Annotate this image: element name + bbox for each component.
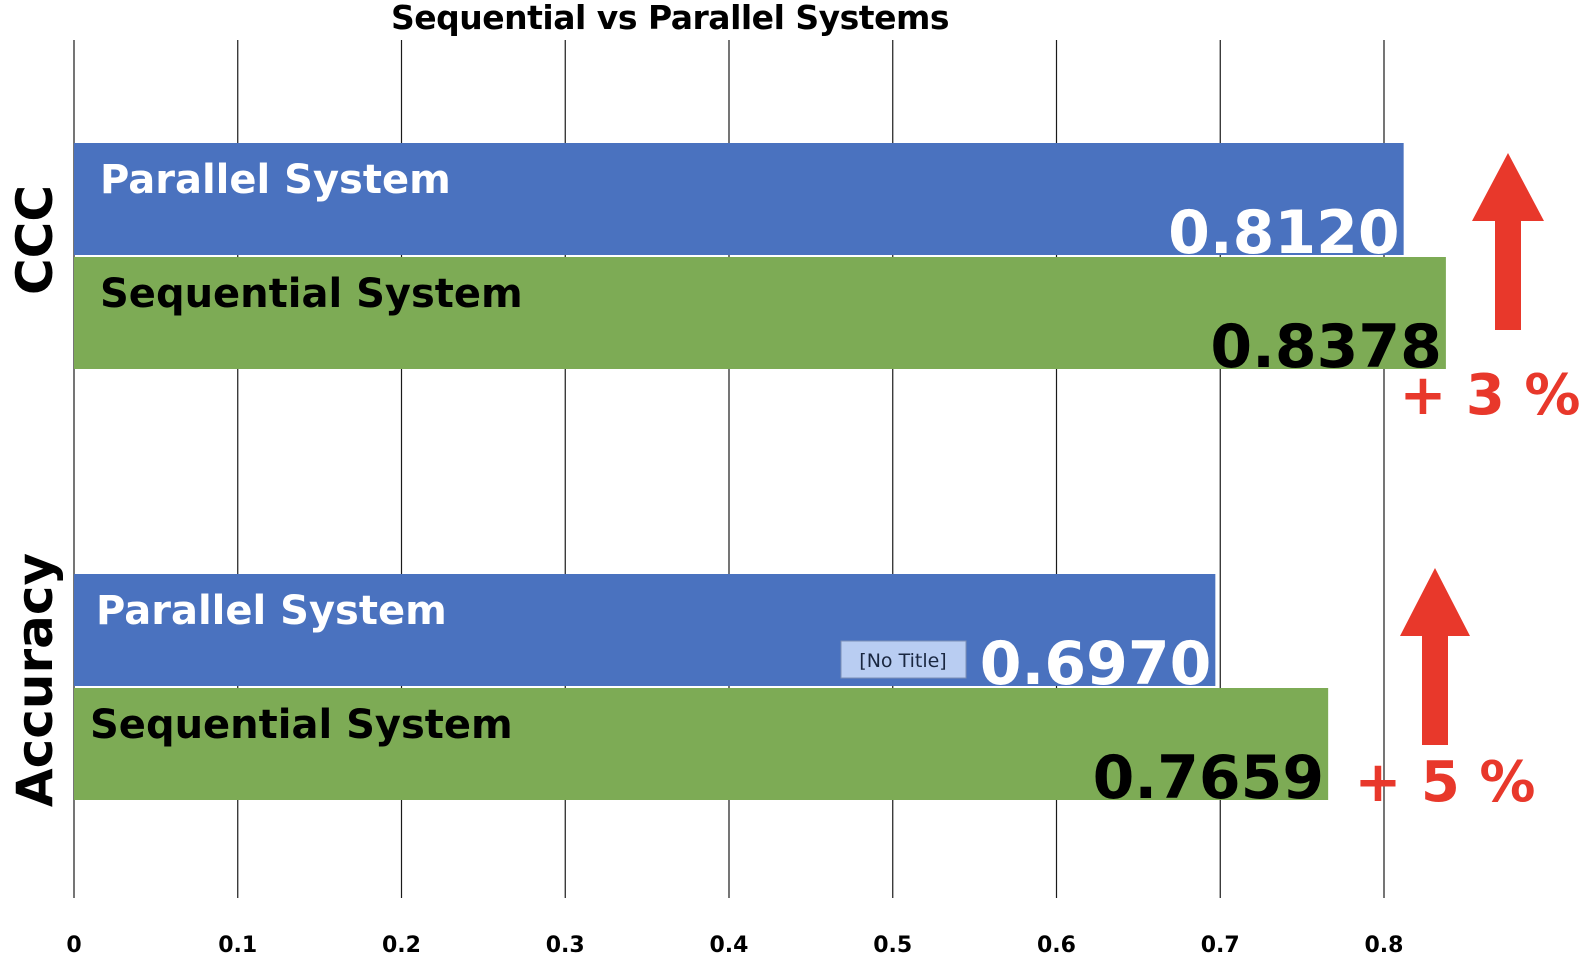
x-tick-label: 0.3 — [546, 933, 585, 958]
bar-series-label: Parallel System — [96, 588, 447, 634]
category-label: CCC — [6, 185, 64, 295]
x-tick-label: 0.5 — [873, 933, 912, 958]
percent-gain-label: + 3 % — [1400, 363, 1580, 428]
bar-series-label: Sequential System — [90, 702, 513, 748]
tooltip-text: [No Title] — [859, 650, 946, 672]
bar-value-label: 0.7659 — [1093, 743, 1325, 813]
category-label: Accuracy — [6, 553, 64, 807]
bar-series-label: Sequential System — [100, 271, 523, 317]
percent-gain-label: + 5 % — [1355, 750, 1536, 815]
x-tick-label: 0.4 — [710, 933, 749, 958]
x-tick-label: 0.1 — [218, 933, 257, 958]
chart-title: Sequential vs Parallel Systems — [391, 0, 949, 37]
up-arrow-icon — [1472, 153, 1544, 330]
x-tick-label: 0.7 — [1201, 933, 1240, 958]
x-tick-label: 0.6 — [1037, 933, 1076, 958]
bar-series-label: Parallel System — [100, 157, 451, 203]
x-tick-label: 0.2 — [382, 933, 421, 958]
up-arrow-icon — [1400, 568, 1470, 745]
x-tick-label: 0.8 — [1365, 933, 1404, 958]
x-tick-label: 0 — [66, 933, 81, 958]
